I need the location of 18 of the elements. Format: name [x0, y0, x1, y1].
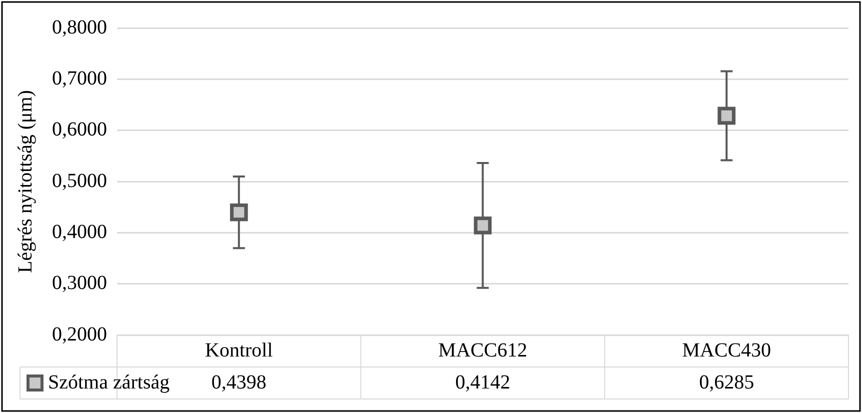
y-axis-title: Légrés nyitottság (μm)	[14, 90, 36, 273]
data-label: 0,6285	[699, 371, 754, 394]
y-tick-label: 0,5000	[52, 170, 107, 192]
y-tick-label: 0,8000	[52, 16, 107, 38]
data-label: 0,4398	[211, 371, 266, 394]
y-tick-label: 0,2000	[52, 323, 107, 346]
y-tick-label: 0,7000	[52, 67, 107, 90]
point	[718, 106, 736, 125]
y-tick-label: 0,4000	[52, 220, 107, 243]
x-tick-label: Kontroll	[205, 339, 274, 362]
x-tick-label: MACC612	[438, 339, 528, 362]
point	[474, 216, 492, 234]
x-tick-label: MACC430	[682, 339, 772, 362]
point	[230, 203, 248, 222]
data-label: 0,4142	[455, 371, 510, 394]
y-tick-label: 0,3000	[52, 272, 107, 294]
legend-label: Szótma zártság	[48, 371, 170, 394]
y-tick-label: 0,6000	[52, 118, 107, 141]
